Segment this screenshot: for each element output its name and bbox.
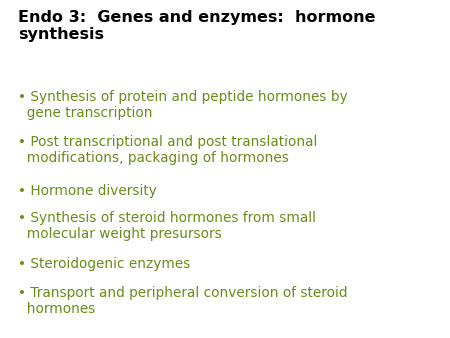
Text: • Post transcriptional and post translational
  modifications, packaging of horm: • Post transcriptional and post translat…	[18, 135, 317, 165]
Text: Endo 3:  Genes and enzymes:  hormone
synthesis: Endo 3: Genes and enzymes: hormone synth…	[18, 10, 375, 42]
Text: • Steroidogenic enzymes: • Steroidogenic enzymes	[18, 257, 190, 271]
Text: • Synthesis of steroid hormones from small
  molecular weight presursors: • Synthesis of steroid hormones from sma…	[18, 211, 316, 241]
Text: • Transport and peripheral conversion of steroid
  hormones: • Transport and peripheral conversion of…	[18, 286, 347, 316]
Text: • Hormone diversity: • Hormone diversity	[18, 184, 157, 198]
Text: • Synthesis of protein and peptide hormones by
  gene transcription: • Synthesis of protein and peptide hormo…	[18, 90, 347, 120]
